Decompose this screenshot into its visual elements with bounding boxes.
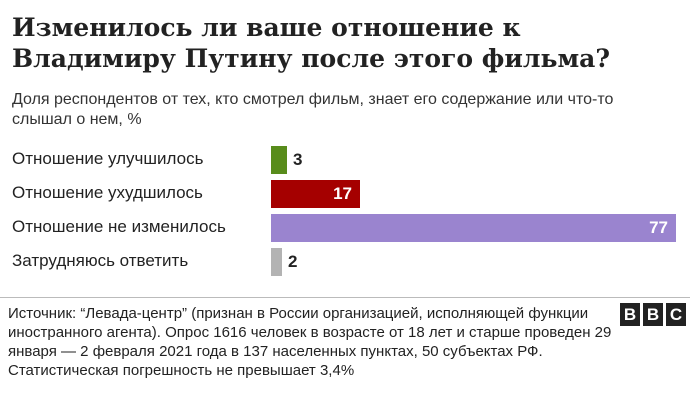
category-label: Отношение ухудшилось bbox=[12, 183, 203, 202]
logo-letter: C bbox=[666, 303, 686, 326]
data-label: 2 bbox=[288, 252, 298, 271]
logo-letter: B bbox=[620, 303, 640, 326]
data-label: 77 bbox=[649, 218, 668, 237]
chart-subtitle: Доля респондентов от тех, кто смотрел фи… bbox=[12, 91, 614, 128]
data-label: 3 bbox=[293, 150, 303, 169]
footer-divider bbox=[0, 297, 690, 298]
category-label: Отношение улучшилось bbox=[12, 149, 204, 168]
logo-letter: B bbox=[643, 303, 663, 326]
bar bbox=[271, 248, 282, 276]
bar-chart: Отношение улучшилось 3 Отношение ухудшил… bbox=[0, 140, 690, 280]
data-label: 17 bbox=[333, 184, 352, 203]
category-label: Отношение не изменилось bbox=[12, 217, 226, 236]
source-note: Источник: “Левада-центр” (признан в Росс… bbox=[8, 305, 612, 379]
category-label: Затрудняюсь ответить bbox=[12, 251, 189, 270]
bar-row: Отношение ухудшилось 17 bbox=[0, 176, 690, 210]
bar-row: Отношение не изменилось 77 bbox=[0, 210, 690, 244]
bar bbox=[271, 214, 676, 242]
bar bbox=[271, 180, 360, 208]
bbc-logo: B B C bbox=[620, 303, 686, 326]
chart-title: Изменилось ли ваше отношение к Владимиру… bbox=[12, 13, 611, 73]
bar-row: Отношение улучшилось 3 bbox=[0, 142, 690, 176]
bar-row: Затрудняюсь ответить 2 bbox=[0, 244, 690, 278]
bar bbox=[271, 146, 287, 174]
